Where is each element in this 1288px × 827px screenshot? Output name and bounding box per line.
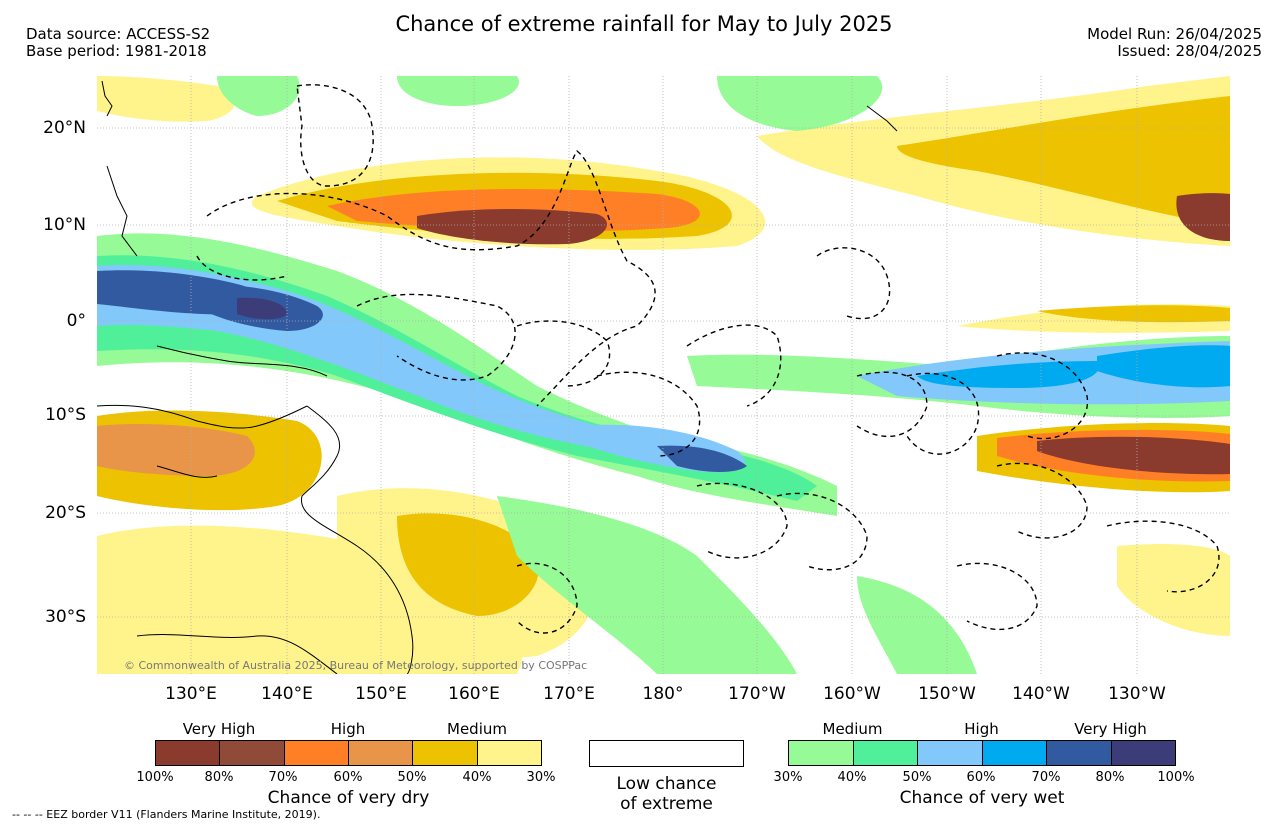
wet-swatch <box>789 741 854 765</box>
wet-colorbar-label: Chance of very wet <box>899 788 1065 808</box>
lat-label-30s: 30°S <box>45 607 86 627</box>
lat-label-0: 0° <box>66 311 86 331</box>
issued-date: Issued: 28/04/2025 <box>1117 42 1262 60</box>
lat-label-10s: 10°S <box>45 405 86 425</box>
data-info: Data source: ACCESS-S2 Base period: 1981… <box>26 26 210 60</box>
wet-regions <box>97 76 1230 674</box>
dry-tick: 80% <box>204 770 234 785</box>
low-chance-label: Low chance of extreme <box>589 774 744 814</box>
dry-swatch <box>477 741 541 765</box>
base-period: Base period: 1981-2018 <box>26 42 207 60</box>
map-title: Chance of extreme rainfall for May to Ju… <box>395 12 893 36</box>
dry-header-medium: Medium <box>447 720 507 738</box>
lon-label-150e: 150°E <box>355 684 407 704</box>
dry-swatch <box>220 741 285 765</box>
lon-label-160e: 160°E <box>448 684 500 704</box>
lon-label-130e: 130°E <box>165 684 217 704</box>
data-source: Data source: ACCESS-S2 <box>26 25 211 43</box>
wet-swatch <box>1047 741 1112 765</box>
wet-tick: 40% <box>837 770 867 785</box>
lon-label-180: 180° <box>642 684 684 704</box>
lon-label-160w: 160°W <box>823 684 881 704</box>
dry-swatch <box>348 741 414 765</box>
wet-tick: 100% <box>1157 770 1195 785</box>
low-chance-line1: Low chance <box>616 774 717 794</box>
dry-tick: 100% <box>136 770 174 785</box>
dry-tick: 60% <box>333 770 363 785</box>
lat-label-10n: 10°N <box>43 215 86 235</box>
dry-swatch <box>413 741 478 765</box>
wet-swatch <box>1111 741 1175 765</box>
map-canvas <box>97 76 1230 674</box>
lon-label-170w: 170°W <box>728 684 786 704</box>
wet-swatch <box>982 741 1047 765</box>
wet-tick: 50% <box>902 770 932 785</box>
dry-header-high: High <box>330 720 366 738</box>
lat-label-20n: 20°N <box>43 118 86 138</box>
low-chance-swatch <box>589 740 744 767</box>
dry-tick: 50% <box>397 770 427 785</box>
run-info: Model Run: 26/04/2025 Issued: 28/04/2025 <box>1087 26 1262 60</box>
wet-tick: 30% <box>773 770 803 785</box>
wet-tick: 70% <box>1031 770 1061 785</box>
lon-label-140e: 140°E <box>261 684 313 704</box>
wet-colorbar <box>788 740 1176 766</box>
dry-tick: 30% <box>526 770 556 785</box>
eez-borders <box>196 84 1220 634</box>
gridlines <box>97 76 1230 674</box>
wet-header-medium: Medium <box>822 720 883 738</box>
coastlines <box>97 80 898 674</box>
lon-label-130w: 130°W <box>1108 684 1166 704</box>
wet-swatch <box>853 741 918 765</box>
lon-label-150w: 150°W <box>918 684 976 704</box>
wet-tick: 80% <box>1095 770 1125 785</box>
rainfall-map <box>97 76 1230 674</box>
wet-header-high: High <box>964 720 999 738</box>
dry-swatch <box>284 741 349 765</box>
dry-header-very-high: Very High <box>182 720 256 738</box>
eez-border-note: -- -- -- EEZ border V11 (Flanders Marine… <box>12 808 321 821</box>
low-chance-line2: of extreme <box>620 794 713 814</box>
wet-swatch <box>918 741 983 765</box>
wet-tick: 60% <box>966 770 996 785</box>
dry-swatch <box>156 741 221 765</box>
lon-label-170e: 170°E <box>543 684 595 704</box>
copyright-notice: © Commonwealth of Australia 2025, Bureau… <box>124 659 588 672</box>
model-run: Model Run: 26/04/2025 <box>1087 25 1262 43</box>
wet-header-very-high: Very High <box>1074 720 1147 738</box>
dry-colorbar <box>155 740 542 766</box>
lon-label-140w: 140°W <box>1012 684 1070 704</box>
dry-tick: 40% <box>462 770 492 785</box>
dry-tick: 70% <box>268 770 298 785</box>
dry-colorbar-label: Chance of very dry <box>267 788 430 808</box>
lat-label-20s: 20°S <box>45 503 86 523</box>
dry-regions <box>97 76 1230 674</box>
